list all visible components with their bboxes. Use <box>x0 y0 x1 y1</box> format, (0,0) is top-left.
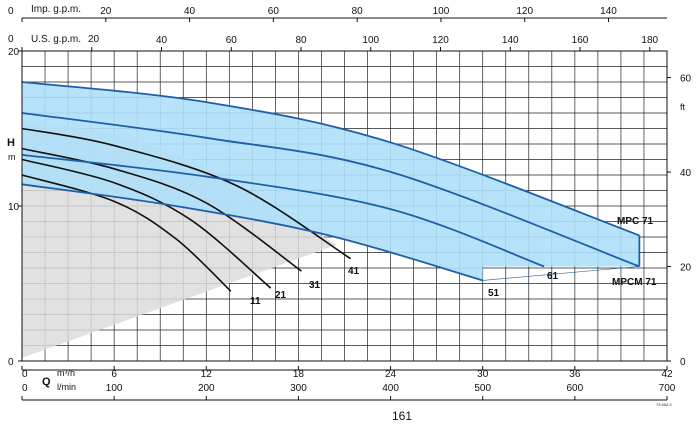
lmin-tick-label: 200 <box>198 383 215 394</box>
curve-mpc-71 <box>21 81 640 237</box>
us-gpm-label: U.S. g.p.m. <box>31 34 81 45</box>
curve-51 <box>21 183 483 282</box>
curve-label-11: 11 <box>250 296 261 307</box>
imp-tick-label: 40 <box>184 6 196 17</box>
curve-11 <box>21 174 232 292</box>
lmin-tick-label: 300 <box>290 383 307 394</box>
us-tick-label-zero: 0 <box>8 34 14 45</box>
x-tick-label: 18 <box>293 369 305 380</box>
operating-range-blue <box>22 82 640 281</box>
curve-31 <box>21 147 302 272</box>
us-tick-label: 120 <box>432 35 449 46</box>
y-tick-label: 0 <box>8 357 14 368</box>
us-tick-label: 100 <box>362 35 379 46</box>
x-tick-label: 12 <box>201 369 213 380</box>
curve-areas <box>22 82 640 358</box>
us-tick-label: 60 <box>226 35 238 46</box>
curve-21 <box>21 158 272 289</box>
imp-tick-label: 60 <box>268 6 280 17</box>
imp-tick-label: 80 <box>352 6 364 17</box>
imp-tick-label: 100 <box>433 6 450 17</box>
lmin-tick-label: 700 <box>659 383 676 394</box>
x-tick-label: 30 <box>477 369 489 380</box>
curve-61 <box>21 153 545 268</box>
x-unit-lmin: l/min <box>57 382 76 392</box>
lmin-tick-label: 100 <box>106 383 123 394</box>
y-tick-label: 10 <box>8 202 20 213</box>
x-tick-label: 24 <box>385 369 397 380</box>
imp-tick-label: 120 <box>516 6 533 17</box>
curve-label-41: 41 <box>348 266 360 277</box>
curve-label-mpc71: MPC 71 <box>617 216 654 227</box>
x-tick-label: 42 <box>661 369 673 380</box>
x-unit-m3h: m³/h <box>57 368 75 378</box>
lmin-tick-label: 400 <box>382 383 399 394</box>
x-tick-label: 36 <box>569 369 581 380</box>
imp-tick-label: 140 <box>600 6 617 17</box>
curve-41 <box>21 127 352 260</box>
page-number: 161 <box>392 409 412 423</box>
curves <box>21 81 641 292</box>
y-unit-m: m <box>8 152 16 162</box>
imp-tick-label: 20 <box>100 6 112 17</box>
chart-code: 73.404.2 <box>656 402 672 407</box>
ft-tick-label: 60 <box>680 74 692 85</box>
imp-gpm-label: Imp. g.p.m. <box>31 4 81 15</box>
curve-mpcm-71 <box>21 112 640 268</box>
curve-label-51: 51 <box>488 288 500 299</box>
lmin-tick-label: 500 <box>474 383 491 394</box>
y-tick-label: 20 <box>8 47 20 58</box>
ft-tick-label: 0 <box>680 357 686 368</box>
x-axis-label: Q <box>42 376 51 388</box>
x-tick-label: 6 <box>111 369 117 380</box>
ft-tick-label: 20 <box>680 263 692 274</box>
us-tick-label-20: 20 <box>88 34 100 45</box>
us-tick-label: 80 <box>295 35 307 46</box>
imp-tick-label-zero: 0 <box>8 6 14 17</box>
lmin-tick-label: 0 <box>22 383 28 394</box>
curve-label-21: 21 <box>275 290 287 301</box>
us-tick-label: 140 <box>502 35 519 46</box>
ft-tick-label: 40 <box>680 168 692 179</box>
curve-label-61: 61 <box>547 271 559 282</box>
us-tick-label: 160 <box>572 35 589 46</box>
blue-band-bottom-edge <box>482 266 640 281</box>
us-tick-label: 180 <box>641 35 658 46</box>
curve-label-31: 31 <box>309 280 321 291</box>
us-tick-label: 40 <box>156 35 168 46</box>
x-tick-label: 0 <box>22 369 28 380</box>
lmin-tick-label: 600 <box>567 383 584 394</box>
curve-label-mpcm71: MPCM 71 <box>612 277 657 288</box>
y-unit-ft: ft <box>680 102 686 112</box>
y-axis-label: H <box>7 137 15 149</box>
